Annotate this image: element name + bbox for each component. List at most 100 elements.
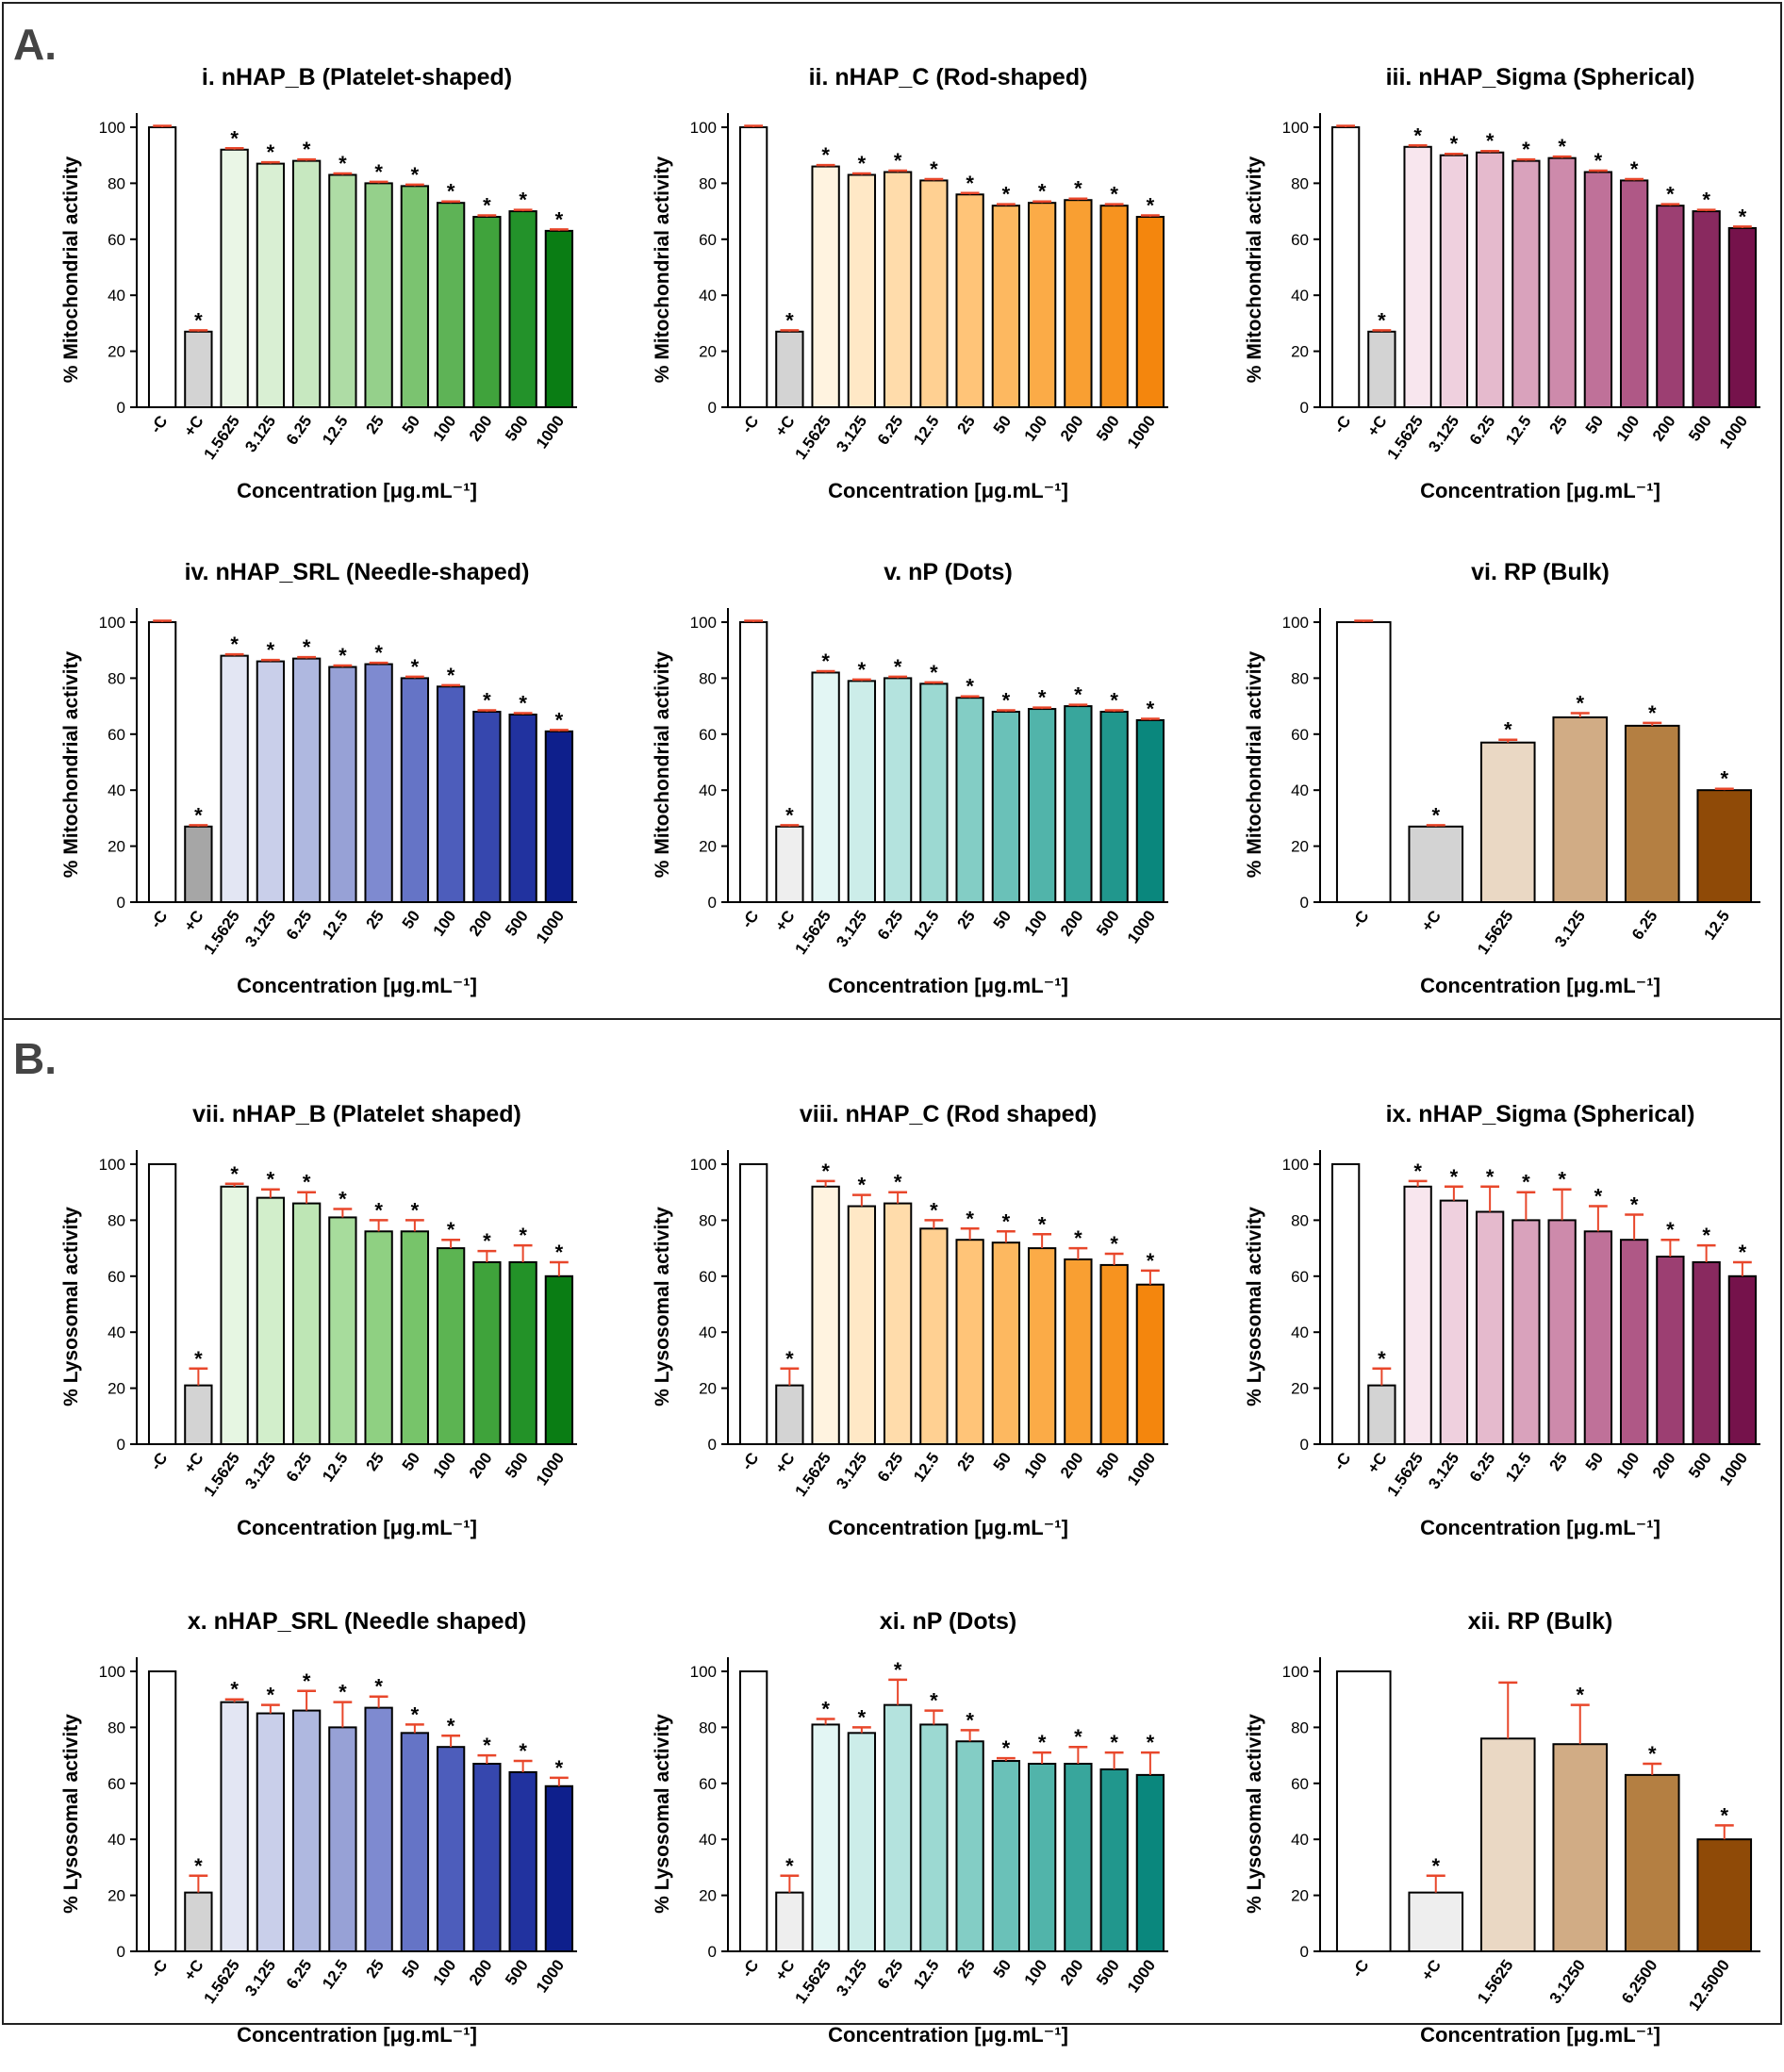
- bar: [1135, 1283, 1165, 1445]
- x-tick-label: 1.5625: [1384, 412, 1427, 462]
- bar: [919, 682, 949, 903]
- y-tick-label: 0: [1300, 399, 1309, 417]
- bar: [1547, 156, 1577, 408]
- bar: [1408, 1891, 1464, 1953]
- significance-star: *: [267, 1168, 275, 1192]
- bar: [1511, 1219, 1541, 1445]
- chart-panel-9: ix. nHAP_Sigma (Spherical) % Lysosomal ac…: [1244, 1101, 1760, 1539]
- bar: [291, 1709, 322, 1952]
- significance-star: *: [1074, 177, 1082, 201]
- bar: [508, 1770, 537, 1952]
- significance-star: *: [1522, 138, 1530, 161]
- x-tick-label: 100: [430, 907, 460, 939]
- x-tick-label: 200: [1649, 412, 1679, 444]
- bar: [1408, 825, 1464, 903]
- x-tick-label: 1.5625: [1384, 1449, 1427, 1499]
- bar: [1583, 171, 1613, 408]
- significance-star: *: [519, 189, 527, 212]
- bar: [256, 162, 286, 409]
- bar: [544, 730, 574, 903]
- bar: [955, 1239, 984, 1445]
- chart-panel-2: ii. nHAP_C (Rod-shaped) % Mitochondrial a…: [652, 64, 1168, 502]
- chart-panel-6: vi. RP (Bulk) % Mitochondrial activity Con…: [1244, 559, 1760, 997]
- significance-star: *: [894, 1658, 902, 1682]
- bar: [291, 1202, 322, 1445]
- bar: [364, 1706, 393, 1953]
- y-tick-label: 60: [1291, 231, 1309, 249]
- significance-star: *: [194, 1347, 203, 1371]
- x-axis-label: Concentration [μg.mL⁻¹]: [237, 479, 477, 502]
- y-axis-label: % Lysosomal activity: [1244, 1714, 1265, 1914]
- significance-star: *: [1504, 718, 1512, 742]
- significance-star: *: [1074, 1725, 1082, 1749]
- x-tick-label: +C: [180, 907, 206, 934]
- y-tick-label: 20: [1291, 1887, 1309, 1905]
- significance-star: *: [1378, 308, 1386, 332]
- x-tick-label: 50: [399, 412, 423, 436]
- y-tick-label: 20: [107, 1380, 125, 1398]
- y-tick-label: 100: [99, 1663, 125, 1681]
- x-tick-label: +C: [1363, 1449, 1390, 1476]
- x-tick-label: 500: [502, 1956, 532, 1988]
- x-tick-label: 500: [1685, 1449, 1715, 1481]
- bar: [184, 1891, 213, 1953]
- x-tick-label: 25: [362, 412, 387, 436]
- x-tick-label: 3.125: [241, 412, 279, 455]
- section-a-label: A.: [13, 20, 57, 69]
- significance-star: *: [483, 689, 491, 713]
- significance-star: *: [303, 635, 311, 659]
- x-axis-label: Concentration [μg.mL⁻¹]: [1420, 974, 1660, 997]
- significance-star: *: [411, 1198, 420, 1222]
- significance-star: *: [411, 1702, 420, 1726]
- bar: [883, 171, 913, 408]
- x-tick-label: 3.125: [833, 1449, 870, 1492]
- x-tick-label: -C: [147, 1449, 172, 1473]
- bar: [1027, 1247, 1057, 1445]
- significance-star: *: [1576, 1684, 1584, 1707]
- bar: [775, 1384, 804, 1446]
- y-tick-label: 100: [690, 1663, 717, 1681]
- chart-title: v. nP (Dots): [884, 559, 1013, 585]
- bar: [1624, 724, 1680, 903]
- x-tick-label: +C: [1418, 907, 1445, 934]
- x-tick-label: 200: [1057, 1449, 1087, 1481]
- significance-star: *: [894, 149, 902, 173]
- x-tick-label: 3.125: [241, 1956, 279, 1999]
- significance-star: *: [411, 655, 420, 679]
- x-tick-label: 500: [502, 907, 532, 939]
- bar: [508, 1260, 537, 1445]
- bar: [544, 1274, 574, 1445]
- significance-star: *: [230, 633, 239, 656]
- bar: [847, 680, 877, 903]
- bar: [1027, 708, 1057, 903]
- x-tick-label: 200: [466, 1449, 496, 1481]
- x-tick-label: 12.5: [1700, 907, 1733, 943]
- bar: [1135, 1773, 1165, 1952]
- x-tick-label: 25: [362, 907, 387, 931]
- bar: [184, 330, 213, 408]
- x-tick-label: 3.125: [1551, 907, 1589, 950]
- significance-star: *: [1038, 1212, 1047, 1236]
- x-tick-label: 1000: [1716, 412, 1751, 452]
- bar: [184, 1384, 213, 1446]
- significance-star: *: [1594, 149, 1603, 173]
- x-tick-label: 3.125: [241, 907, 279, 950]
- y-tick-label: 20: [1291, 838, 1309, 856]
- significance-star: *: [1002, 689, 1011, 713]
- significance-star: *: [1630, 157, 1639, 181]
- chart-panel-3: iii. nHAP_Sigma (Spherical) % Mitochondri…: [1244, 64, 1760, 502]
- y-tick-label: 100: [1282, 1663, 1309, 1681]
- x-tick-label: 500: [502, 412, 532, 444]
- significance-star: *: [1431, 803, 1440, 827]
- y-tick-label: 80: [699, 1211, 717, 1229]
- significance-star: *: [194, 803, 203, 827]
- x-tick-label: 12.5000: [1685, 1956, 1733, 2014]
- bar: [847, 1732, 877, 1952]
- significance-star: *: [1002, 1209, 1011, 1233]
- x-tick-label: 12.5: [910, 907, 943, 943]
- x-tick-label: 25: [362, 1449, 387, 1473]
- bar: [472, 711, 502, 903]
- significance-star: *: [519, 692, 527, 715]
- x-tick-label: 6.25: [874, 412, 907, 448]
- bar: [1552, 1743, 1609, 1952]
